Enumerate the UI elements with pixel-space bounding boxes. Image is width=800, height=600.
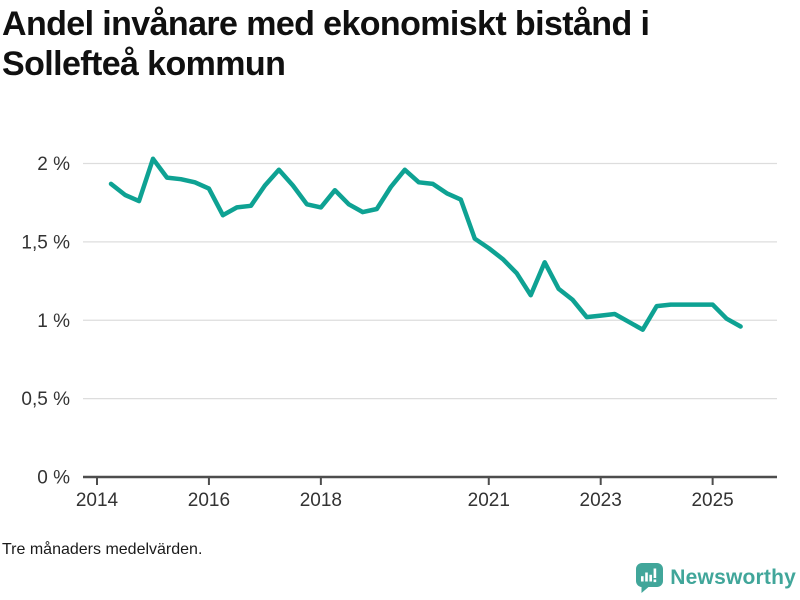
x-axis-tick-label: 2023 (580, 490, 622, 511)
y-axis-tick-label: 1,5 % (21, 232, 70, 253)
x-axis-tick-label: 2014 (76, 490, 119, 511)
x-axis-tick-label: 2025 (691, 490, 733, 511)
y-axis-tick-label: 1 % (37, 311, 70, 332)
x-axis-tick-label: 2016 (188, 490, 230, 511)
y-axis-tick-labels: 0 % 0,5 % 1 % 1,5 % 2 % (21, 154, 70, 488)
trend-line (108, 156, 743, 332)
x-axis-tick-label: 2021 (468, 490, 510, 511)
newsworthy-wordmark: Newsworthy (670, 566, 796, 589)
x-axis-tick-label: 2018 (300, 490, 342, 511)
trend-line-group (108, 156, 743, 332)
x-axis: 2014 2016 2018 2021 2023 2025 (76, 475, 777, 511)
gridlines (83, 162, 777, 400)
bar-chart-speech-bubble-icon (636, 563, 664, 593)
y-axis-tick-label: 2 % (37, 154, 70, 175)
y-axis-tick-label: 0 % (37, 468, 70, 489)
y-axis-tick-label: 0,5 % (21, 389, 70, 410)
footnote: Tre månaders medelvärden. (2, 541, 203, 558)
page-title: Andel invånare med ekonomiskt bistånd i … (2, 5, 650, 83)
newsworthy-logo: Newsworthy (636, 563, 796, 593)
line-chart: 0 % 0,5 % 1 % 1,5 % 2 % 2014 2016 2018 2021 2023… (21, 154, 777, 511)
